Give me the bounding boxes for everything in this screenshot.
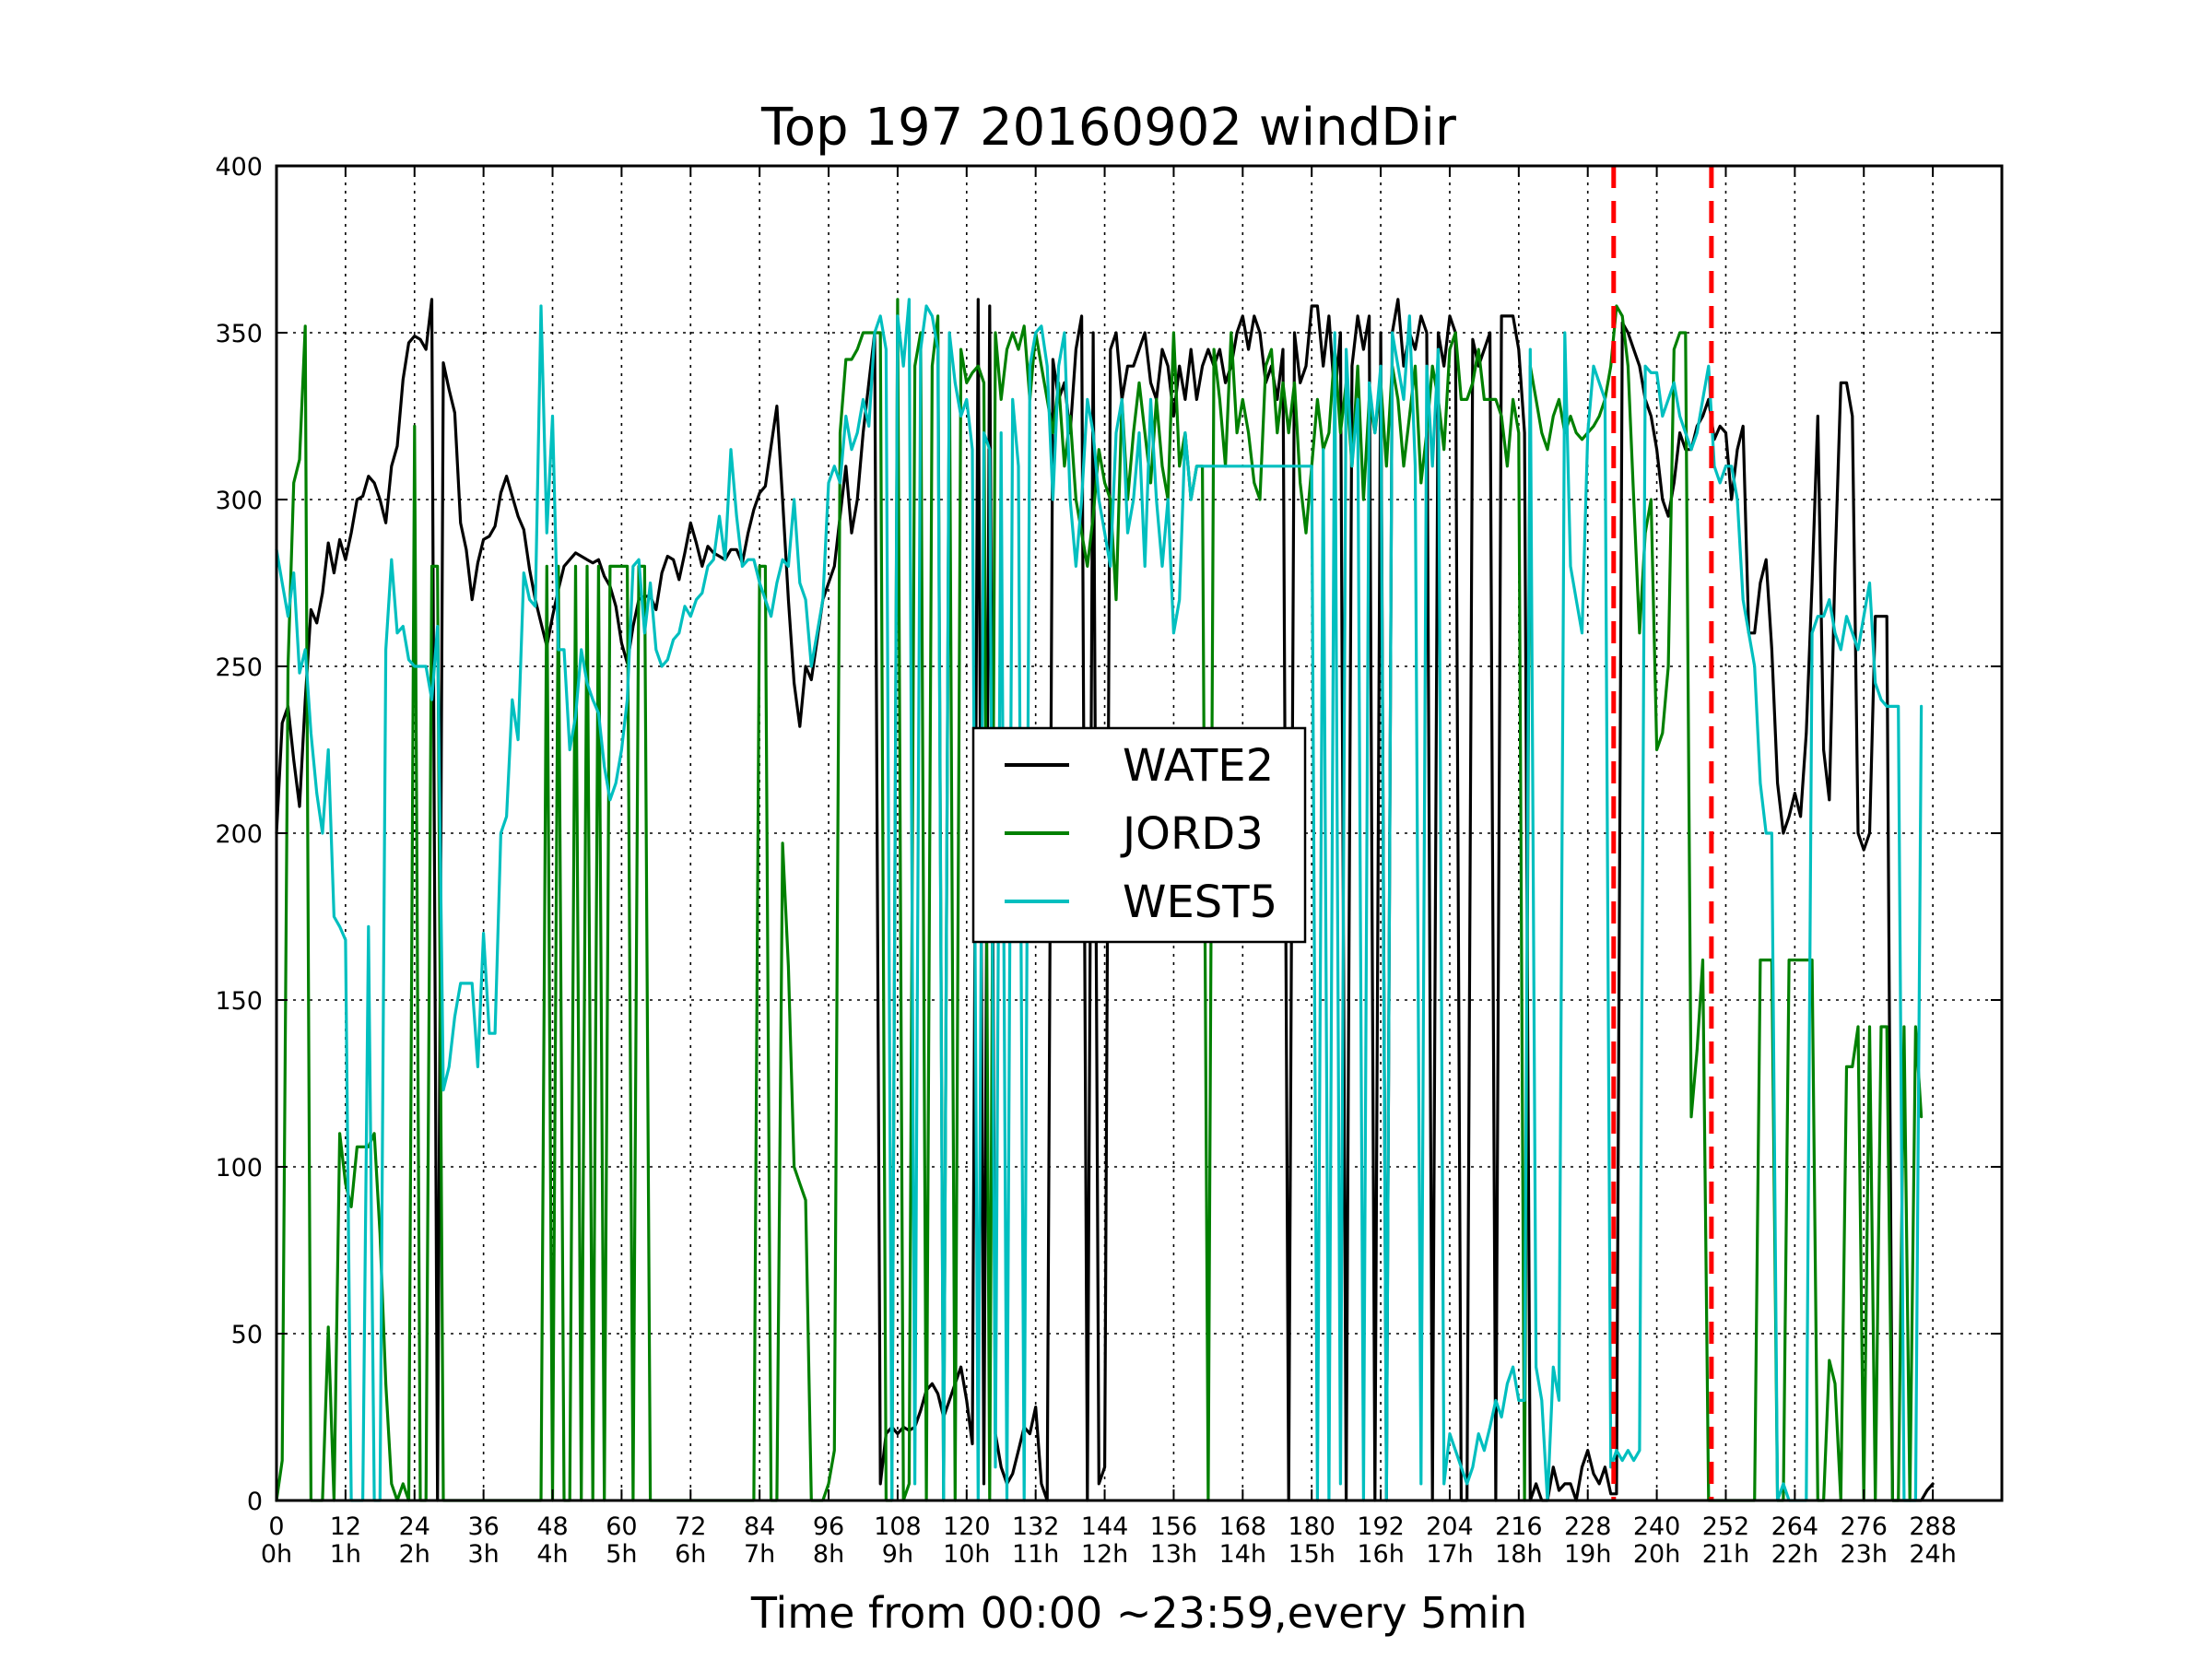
x-tick-hour-label-18: 18h xyxy=(1495,1540,1542,1569)
x-tick-hour-label-6: 6h xyxy=(675,1540,706,1569)
x-tick-hour-label-10: 10h xyxy=(943,1540,990,1569)
x-tick-label-22: 264 xyxy=(1771,1512,1819,1541)
x-tick-label-20: 240 xyxy=(1633,1512,1681,1541)
x-tick-label-17: 204 xyxy=(1426,1512,1474,1541)
legend-label-jord3: JORD3 xyxy=(1120,808,1264,860)
series-line-west5 xyxy=(275,298,1924,1502)
x-tick-hour-label-22: 22h xyxy=(1771,1540,1818,1569)
x-tick-hour-label-11: 11h xyxy=(1012,1540,1059,1569)
x-tick-label-1: 12 xyxy=(330,1512,361,1541)
x-tick-hour-label-24: 24h xyxy=(1909,1540,1956,1569)
x-tick-hour-label-0: 0h xyxy=(261,1540,292,1569)
x-tick-label-0: 0 xyxy=(268,1512,284,1541)
x-tick-hour-label-3: 3h xyxy=(467,1540,499,1569)
y-tick-label-1: 50 xyxy=(231,1321,263,1349)
x-tick-hour-label-16: 16h xyxy=(1357,1540,1404,1569)
x-tick-label-9: 108 xyxy=(874,1512,922,1541)
x-tick-label-7: 84 xyxy=(744,1512,775,1541)
x-tick-hour-label-8: 8h xyxy=(813,1540,844,1569)
y-tick-label-6: 300 xyxy=(215,487,263,515)
x-tick-label-18: 216 xyxy=(1495,1512,1543,1541)
x-axis-label: Time from 00:00 ~23:59,every 5min xyxy=(750,1588,1527,1638)
x-tick-label-5: 60 xyxy=(606,1512,637,1541)
legend: WATE2 JORD3 WEST5 xyxy=(971,726,1307,944)
y-tick-label-2: 100 xyxy=(215,1154,263,1182)
x-tick-label-6: 72 xyxy=(675,1512,706,1541)
x-tick-hour-label-13: 13h xyxy=(1150,1540,1197,1569)
y-tick-label-0: 0 xyxy=(247,1488,263,1516)
x-tick-hour-label-9: 9h xyxy=(882,1540,913,1569)
x-tick-hour-label-5: 5h xyxy=(606,1540,637,1569)
x-tick-hour-label-19: 19h xyxy=(1564,1540,1611,1569)
x-tick-label-11: 132 xyxy=(1012,1512,1060,1541)
x-tick-hour-label-23: 23h xyxy=(1841,1540,1888,1569)
x-tick-hour-label-14: 14h xyxy=(1219,1540,1266,1569)
x-tick-hour-label-15: 15h xyxy=(1288,1540,1335,1569)
x-tick-label-12: 144 xyxy=(1081,1512,1129,1541)
x-tick-label-23: 276 xyxy=(1840,1512,1888,1541)
x-tick-label-16: 192 xyxy=(1357,1512,1405,1541)
x-tick-hour-label-12: 12h xyxy=(1081,1540,1128,1569)
x-tick-label-2: 24 xyxy=(399,1512,430,1541)
x-tick-hour-label-20: 20h xyxy=(1633,1540,1680,1569)
series-line-wate2 xyxy=(275,298,1935,1502)
reference-lines xyxy=(1611,166,1714,1500)
x-tick-label-14: 168 xyxy=(1219,1512,1267,1541)
x-tick-label-19: 228 xyxy=(1564,1512,1612,1541)
y-tick-label-4: 200 xyxy=(215,820,263,849)
x-tick-hour-label-21: 21h xyxy=(1702,1540,1749,1569)
x-tick-hour-label-17: 17h xyxy=(1426,1540,1473,1569)
x-tick-label-8: 96 xyxy=(813,1512,844,1541)
x-tick-label-21: 252 xyxy=(1702,1512,1750,1541)
y-tick-label-7: 350 xyxy=(215,320,263,348)
x-tick-label-3: 36 xyxy=(467,1512,499,1541)
x-tick-label-24: 288 xyxy=(1909,1512,1957,1541)
chart-title: Top 197 20160902 windDir xyxy=(760,98,1457,158)
legend-label-west5: WEST5 xyxy=(1123,877,1277,928)
y-tick-label-8: 400 xyxy=(215,153,263,182)
x-tick-label-4: 48 xyxy=(536,1512,568,1541)
x-tick-hour-label-2: 2h xyxy=(399,1540,430,1569)
x-tick-hour-label-1: 1h xyxy=(330,1540,361,1569)
x-tick-hour-label-7: 7h xyxy=(744,1540,775,1569)
x-tick-label-13: 156 xyxy=(1150,1512,1198,1541)
x-tick-label-10: 120 xyxy=(943,1512,991,1541)
series-line-jord3 xyxy=(275,298,1924,1502)
y-axis: 0 50 100 150 200 250 300 350 400 xyxy=(215,153,2002,1516)
legend-label-wate2: WATE2 xyxy=(1123,740,1274,792)
x-tick-hour-label-4: 4h xyxy=(536,1540,568,1569)
y-tick-label-3: 150 xyxy=(215,987,263,1016)
y-tick-label-5: 250 xyxy=(215,653,263,682)
x-tick-label-15: 180 xyxy=(1288,1512,1335,1541)
plot-area xyxy=(275,298,1935,1502)
